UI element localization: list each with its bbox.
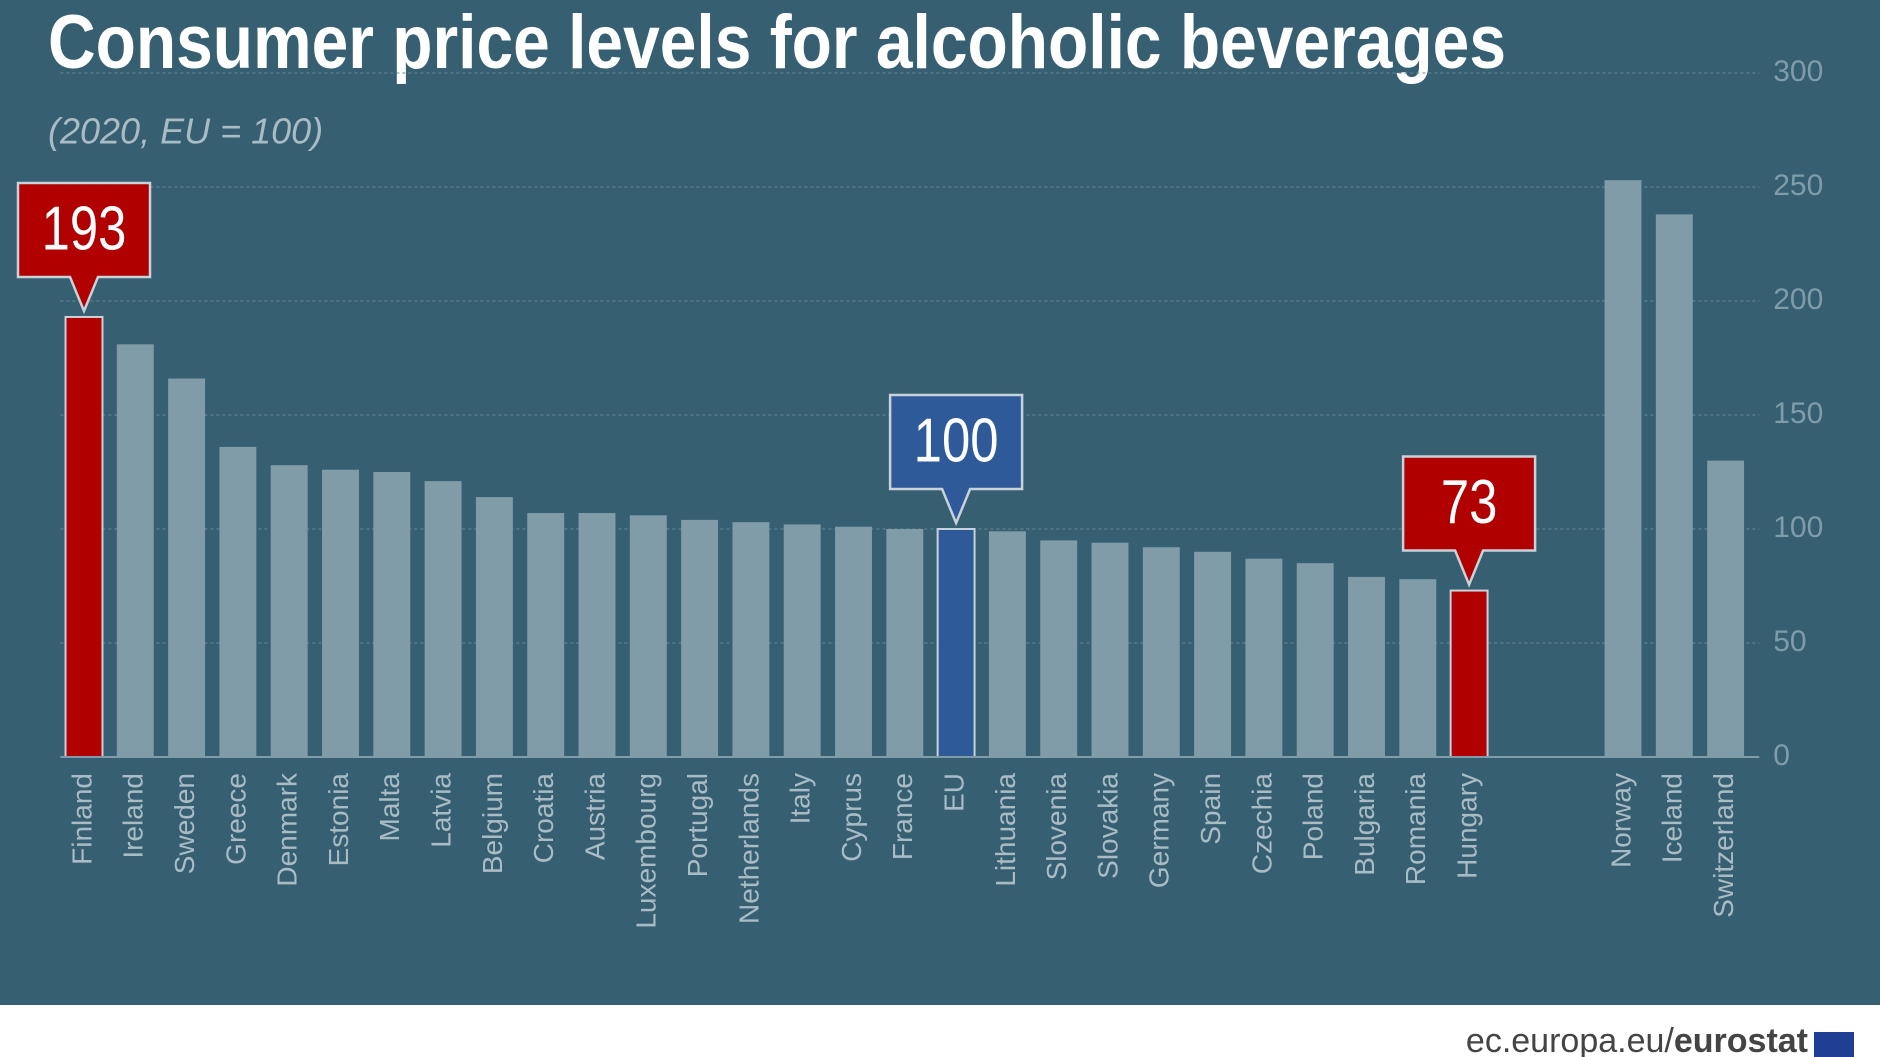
bar [783,524,821,757]
footer-band [0,1005,1880,1057]
data-label: 193 [42,195,127,264]
bar [116,344,154,757]
bar [835,526,872,757]
bar [1040,540,1078,757]
bar [1296,563,1334,757]
x-tick-label: Romania [1400,773,1431,885]
chart-title: Consumer price levels for alcoholic beve… [48,0,1506,85]
y-tick-label: 50 [1773,625,1806,658]
bar [168,378,206,757]
footer-text: ec.europa.eu/eurostat [1466,1022,1808,1057]
x-tick-label: Poland [1298,773,1329,860]
bar [1091,542,1129,757]
x-tick-label: Slovakia [1092,773,1123,879]
x-tick-label: Norway [1605,773,1636,868]
bar [219,446,257,757]
callout [1401,455,1537,588]
x-tick-label: Netherlands [733,773,764,924]
background [0,0,1880,1005]
bar [886,529,924,757]
x-tick-label: Belgium [477,773,508,874]
bar [373,472,411,757]
chart-subtitle: (2020, EU = 100) [48,111,323,152]
bar [475,497,513,757]
footer-brand: eurostat [1674,1022,1808,1057]
bar [64,315,104,758]
eu-flag [1814,1032,1854,1057]
bar [1245,558,1283,757]
bar [629,515,667,757]
bar [424,481,462,757]
bar [1655,214,1693,758]
x-tick-label: Germany [1144,773,1175,888]
x-tick-label: Denmark [272,772,303,887]
y-tick-label: 150 [1773,397,1823,430]
bar [681,519,719,757]
x-tick-label: Greece [220,773,251,865]
y-tick-label: 250 [1773,169,1823,202]
x-tick-label: Switzerland [1708,773,1739,918]
bar [270,465,308,757]
x-tick-label: Lithuania [990,773,1021,887]
y-tick-label: 200 [1773,283,1823,316]
bar [1707,460,1745,757]
y-tick-label: 0 [1773,739,1790,772]
footer-site: ec.europa.eu/ [1466,1022,1674,1057]
bar [988,531,1026,757]
bar [1604,180,1642,757]
bar [732,522,770,757]
x-tick-label: Austria [579,773,610,861]
bar [322,469,359,757]
x-tick-label: Latvia [425,773,456,848]
bar [1142,547,1180,757]
x-tick-label: France [887,773,918,860]
x-tick-label: Iceland [1657,773,1688,863]
x-tick-label: Portugal [682,773,713,877]
x-tick-label: Czechia [1246,773,1277,875]
x-tick-label: Slovenia [1041,773,1072,881]
y-tick-label: 100 [1773,511,1823,544]
x-tick-label: Estonia [323,773,354,867]
x-tick-label: Spain [1195,773,1226,845]
data-label: 73 [1441,468,1498,537]
x-tick-label: Bulgaria [1349,773,1380,876]
bar [1348,576,1385,757]
x-tick-label: EU [938,773,969,812]
x-tick-label: Malta [374,773,405,842]
callout [888,393,1024,527]
y-tick-label: 300 [1773,55,1823,88]
x-tick-label: Sweden [169,773,200,874]
data-label: 100 [914,407,999,476]
bar [578,513,616,757]
x-tick-label: Hungary [1451,773,1482,879]
x-tick-label: Croatia [528,773,559,864]
bar [1449,589,1489,758]
bar [527,513,565,757]
x-tick-label: Luxembourg [631,773,662,929]
x-tick-label: Cyprus [836,773,867,862]
x-tick-label: Finland [66,773,97,865]
x-tick-label: Italy [785,773,816,824]
callout [16,181,152,315]
bar [936,528,976,758]
x-tick-label: Ireland [118,773,149,859]
bar [1399,579,1437,757]
bar [1194,551,1232,757]
